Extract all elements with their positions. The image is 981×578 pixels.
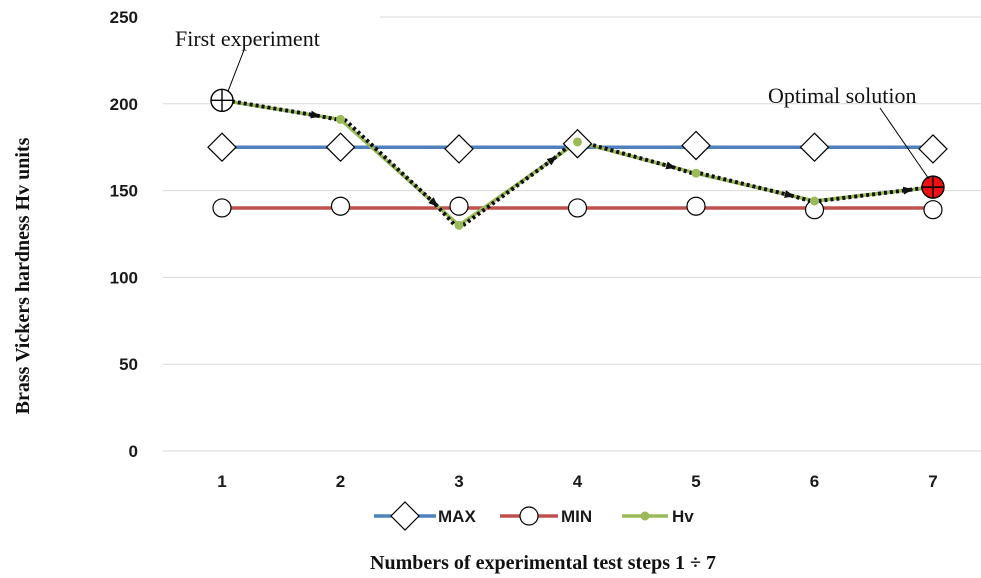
legend-label: Hv: [672, 507, 694, 526]
x-tick-label: 6: [810, 472, 819, 491]
first-experiment-annotation: First experiment: [175, 26, 320, 113]
annotation-label: First experiment: [175, 26, 320, 51]
legend-label: MAX: [438, 507, 476, 526]
min-marker: [567, 198, 588, 218]
leader-line: [879, 107, 930, 180]
y-tick-label: 250: [110, 8, 138, 27]
max-marker: [444, 134, 474, 164]
search-path-segment: [433, 202, 457, 227]
annotation-label: Optimal solution: [768, 83, 917, 108]
search-path-arrows: [225, 98, 930, 227]
legend-marker: [640, 511, 650, 521]
max-marker: [325, 132, 356, 163]
x-tick-label: 5: [691, 472, 700, 491]
legend-item-max: MAX: [374, 501, 476, 531]
y-tick-label: 100: [110, 268, 138, 287]
y-tick-label: 0: [129, 442, 138, 461]
leader-line: [227, 49, 245, 92]
search-path-segment: [552, 140, 575, 161]
y-tick-label: 150: [110, 182, 138, 201]
y-tick-label: 200: [110, 95, 138, 114]
x-axis-title: Numbers of experimental test steps 1 ÷ 7: [370, 552, 716, 574]
hv-marker: [691, 168, 701, 178]
annotations: First experiment Optimal solution: [175, 26, 945, 199]
legend-label: MIN: [561, 507, 592, 526]
x-tick-label: 7: [928, 472, 937, 491]
legend-marker: [390, 501, 420, 531]
legend-item-hv: Hv: [622, 507, 694, 526]
min-marker: [330, 196, 351, 216]
gridlines: [163, 16, 981, 452]
x-tick-labels: 1 2 3 4 5 6 7: [217, 472, 937, 491]
max-marker: [918, 134, 948, 164]
legend: MAX MIN Hv: [374, 501, 694, 531]
legend-item-min: MIN: [500, 506, 592, 526]
max-marker: [799, 132, 830, 163]
min-marker: [923, 200, 943, 220]
y-tick-label: 50: [119, 355, 138, 374]
max-marker: [207, 132, 237, 163]
search-arrow: [343, 117, 439, 207]
y-tick-labels: 0 50 100 150 200 250: [110, 8, 138, 461]
legend-marker: [519, 506, 539, 526]
min-marker: [686, 196, 706, 216]
x-tick-label: 1: [217, 472, 226, 491]
min-marker: [212, 198, 232, 218]
min-marker: [449, 196, 469, 216]
search-arrow: [461, 156, 558, 227]
hv-marker: [454, 220, 464, 230]
x-tick-label: 2: [336, 472, 345, 491]
max-marker: [681, 130, 711, 161]
hv-marker: [336, 114, 345, 124]
x-tick-label: 3: [454, 472, 463, 491]
hv-marker: [810, 196, 819, 206]
x-tick-label: 4: [573, 472, 583, 491]
optimal-solution-annotation: Optimal solution: [768, 83, 945, 199]
series-markers: [207, 95, 948, 230]
hv-marker: [573, 137, 582, 147]
y-axis-title: Brass Vickers hardness Hv units: [12, 137, 34, 414]
search-arrow: [580, 140, 677, 170]
